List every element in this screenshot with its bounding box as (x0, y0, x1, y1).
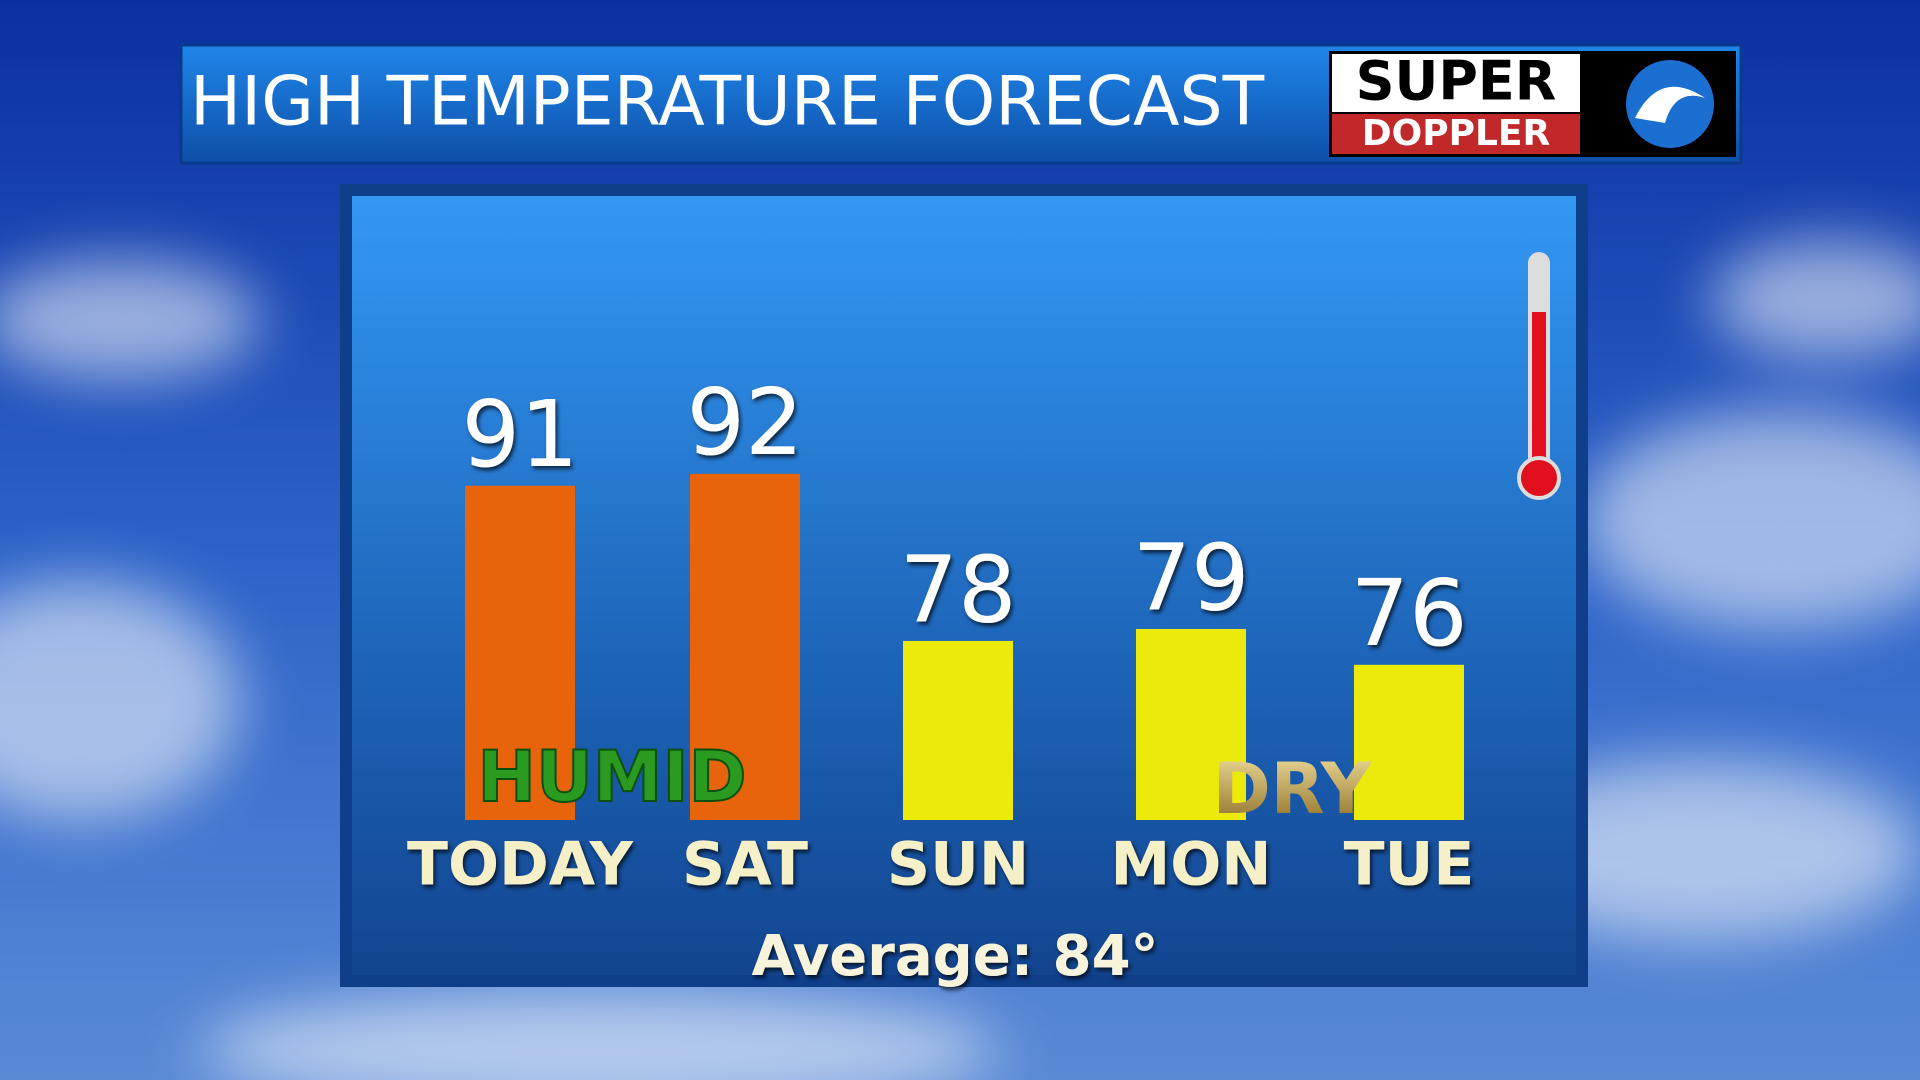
chart-title: HIGH TEMPERATURE FORECAST (190, 63, 1265, 142)
thermometer-fill (1532, 312, 1546, 472)
bar (690, 473, 800, 820)
x-tick-label: SAT (682, 830, 808, 900)
thermometer-bulb (1517, 456, 1561, 500)
bar (903, 640, 1013, 820)
value-label: 91 (461, 381, 578, 488)
logo-text: SUPER (1356, 50, 1557, 113)
annotation: DRY (1213, 748, 1373, 830)
annotation: HUMID (477, 736, 746, 818)
x-tick-label: TUE (1344, 830, 1475, 900)
logo-bottom (1332, 114, 1580, 154)
value-label: 78 (899, 536, 1016, 643)
logo-wave (1635, 86, 1705, 123)
bar (1136, 629, 1246, 820)
value-label: 79 (1132, 524, 1249, 631)
value-label: 76 (1350, 560, 1467, 667)
x-tick-label: MON (1111, 830, 1272, 900)
value-label: 92 (686, 369, 803, 476)
logo-text: DOPPLER (1362, 113, 1551, 154)
logo-top (1332, 54, 1580, 112)
bar (1354, 664, 1464, 820)
clouds (0, 240, 1920, 1080)
bar (465, 485, 575, 820)
x-tick-label: SUN (887, 830, 1029, 900)
x-tick-label: TODAY (407, 830, 634, 900)
footer-note: Average: 84° (751, 924, 1158, 989)
